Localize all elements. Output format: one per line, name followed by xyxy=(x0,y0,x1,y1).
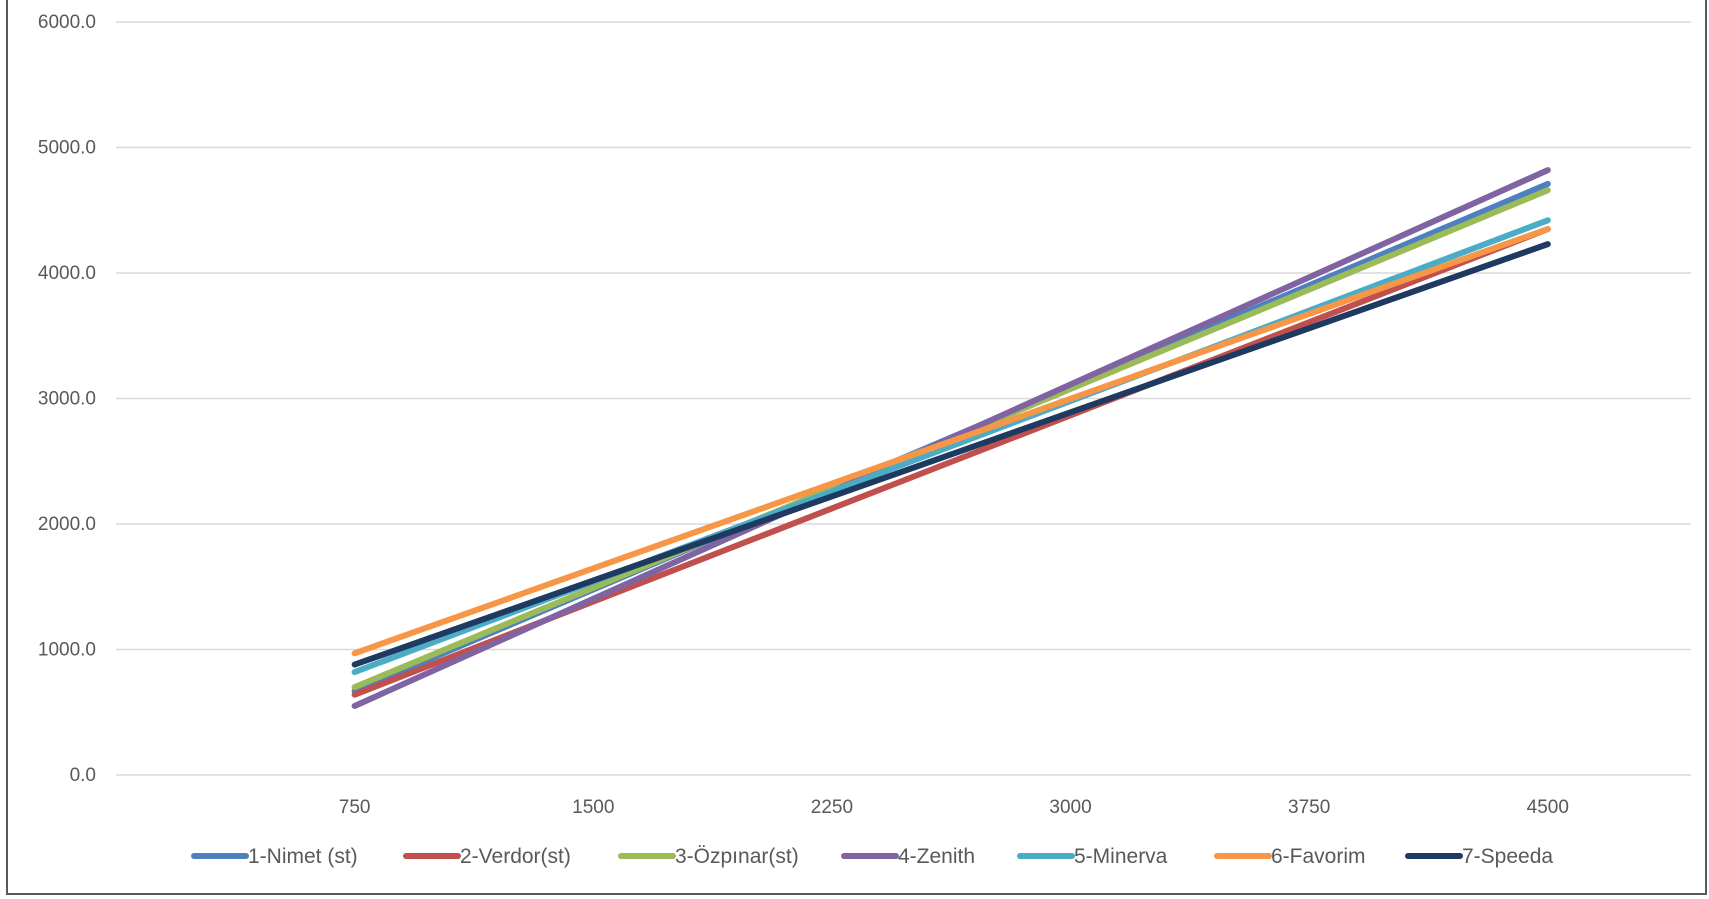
gridlines xyxy=(116,21,1691,776)
series-line-6 xyxy=(351,226,1551,657)
y-axis-ticks: 0.0 1000.0 2000.0 3000.0 4000.0 5000.0 6000.0 xyxy=(38,12,96,786)
legend: 1-Nimet (st) 2-Verdor(st) 3-Özpınar(st) 4-Z… xyxy=(191,845,1553,868)
x-tick-label: 3000 xyxy=(1049,797,1091,818)
legend-label: 1-Nimet (st) xyxy=(248,845,358,868)
x-tick-label: 4500 xyxy=(1527,797,1569,818)
chart-frame: 0.0 1000.0 2000.0 3000.0 4000.0 5000.0 6000.0 … xyxy=(6,0,1707,895)
legend-label: 6-Favorim xyxy=(1271,845,1366,868)
x-tick-label: 750 xyxy=(339,797,371,818)
y-tick-label: 2000.0 xyxy=(38,514,96,535)
x-tick-label: 2250 xyxy=(811,797,853,818)
legend-label: 7-Speeda xyxy=(1462,845,1553,868)
legend-label: 2-Verdor(st) xyxy=(460,845,571,868)
series-lines xyxy=(351,167,1551,709)
x-tick-label: 3750 xyxy=(1288,797,1330,818)
legend-label: 4-Zenith xyxy=(898,845,975,868)
x-axis-ticks: 750 1500 2250 3000 3750 4500 xyxy=(339,797,1569,818)
series-line-7 xyxy=(351,241,1551,668)
line-chart: 0.01000.02000.03000.04000.05000.06000.0 … xyxy=(38,12,1691,868)
y-tick-label: 0.0 xyxy=(70,765,96,786)
legend-label: 3-Özpınar(st) xyxy=(675,845,799,868)
y-tick-label: 3000.0 xyxy=(38,389,96,410)
x-tick-label: 1500 xyxy=(572,797,614,818)
y-tick-label: 4000.0 xyxy=(38,263,96,284)
y-tick-label: 6000.0 xyxy=(38,12,96,33)
legend-label: 5-Minerva xyxy=(1074,845,1168,868)
y-tick-label: 1000.0 xyxy=(38,640,96,661)
y-tick-label: 5000.0 xyxy=(38,138,96,159)
